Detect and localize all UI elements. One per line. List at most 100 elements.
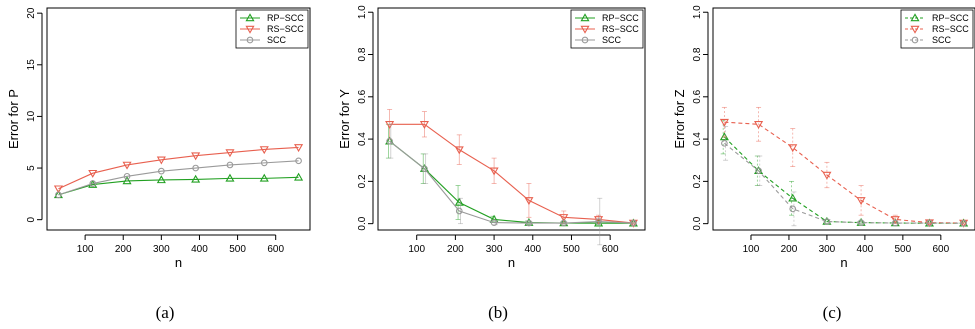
legend-marker (246, 36, 254, 44)
data-point (454, 146, 464, 155)
data-point (225, 149, 235, 158)
data-point (260, 159, 268, 167)
legend-label: RS−SCC (932, 24, 969, 34)
data-point (259, 146, 269, 155)
data-point (559, 214, 569, 223)
legend-label: SCC (267, 35, 287, 45)
data-point (89, 180, 97, 187)
legend-label: RS−SCC (267, 24, 304, 34)
y-tick-label: 20 (26, 7, 37, 19)
series-scc (721, 126, 967, 227)
data-point (890, 216, 900, 225)
series-line (389, 123, 634, 224)
x-tick-label: 500 (229, 244, 246, 255)
series-line (724, 121, 964, 224)
data-point (455, 207, 463, 215)
x-axis: 100 200 300 400 500 600 (408, 234, 619, 255)
series-scc (386, 123, 638, 246)
data-point (857, 219, 865, 226)
data-point (226, 161, 234, 169)
data-point (788, 144, 798, 153)
data-point (421, 165, 428, 173)
x-tick-label: 500 (563, 244, 580, 255)
legend-marker (245, 13, 255, 22)
legend-label: SCC (602, 35, 622, 45)
y-tick-label: 0.6 (692, 89, 703, 103)
y-tick-label: 0.0 (357, 216, 368, 230)
data-point (754, 121, 764, 129)
series-line (724, 142, 964, 224)
chart-panel-2: 100 200 300 400 500 600 0.0 0.2 0.4 0.6 0.8 1.0 n Err… (337, 5, 646, 322)
y-tick-label: 1.0 (357, 5, 368, 19)
y-tick-label: 15 (26, 59, 37, 71)
y-tick-label: 0.2 (357, 174, 368, 188)
data-point (490, 219, 498, 226)
x-tick-label: 400 (524, 244, 541, 255)
y-tick-label: 5 (26, 165, 37, 171)
series-line (58, 160, 299, 196)
x-tick-label: 200 (447, 244, 464, 255)
y-axis: 0 5 10 15 20 (26, 7, 43, 222)
y-tick-label: 0.0 (692, 216, 703, 230)
x-tick-label: 100 (408, 244, 425, 255)
chart-panel-3: 100 200 300 400 500 600 0.0 0.2 0.4 0.6 0.8 1.0 n Err… (672, 5, 975, 322)
x-axis: 100 200 300 400 500 600 (743, 234, 950, 255)
y-tick-label: 0 (26, 216, 37, 222)
data-point (88, 169, 98, 178)
data-point (156, 175, 166, 184)
legend-marker (910, 13, 920, 22)
data-point (789, 205, 797, 213)
x-tick-label: 200 (781, 244, 798, 255)
data-point (594, 218, 604, 227)
x-tick-label: 500 (895, 244, 912, 255)
y-axis-title: Error for Y (337, 89, 352, 149)
x-tick-label: 600 (932, 244, 949, 255)
data-point (721, 139, 728, 147)
x-axis: 100 200 300 400 500 600 (77, 234, 284, 255)
panel-caption: (c) (823, 303, 842, 322)
legend-marker (911, 36, 919, 44)
legend-label: RP−SCC (932, 13, 969, 23)
plot-frame (377, 7, 646, 231)
series-line (389, 140, 634, 224)
x-tick-label: 600 (602, 244, 619, 255)
data-point (53, 185, 63, 194)
data-point (856, 197, 866, 206)
data-point (157, 167, 165, 175)
y-tick-label: 0.8 (357, 47, 368, 61)
y-axis-title: Error for Z (672, 89, 687, 148)
legend-marker (910, 25, 920, 34)
legend-label: RP−SCC (267, 13, 304, 23)
legend-label: SCC (932, 35, 952, 45)
x-tick-label: 400 (857, 244, 874, 255)
data-point (156, 156, 166, 165)
y-axis-title: Error for P (6, 89, 21, 149)
y-tick-label: 0.6 (357, 89, 368, 103)
plot-frame (712, 7, 975, 231)
data-point (385, 121, 395, 129)
data-point (755, 167, 762, 175)
x-tick-label: 300 (153, 244, 170, 255)
legend-marker (581, 36, 589, 44)
legend-label: RS−SCC (602, 24, 639, 34)
x-axis-title: n (508, 255, 515, 270)
data-point (926, 219, 933, 227)
x-axis-title: n (840, 255, 847, 270)
x-axis-title: n (175, 255, 182, 270)
data-point (823, 218, 831, 225)
data-point (122, 176, 132, 185)
x-tick-label: 100 (77, 244, 94, 255)
y-axis: 0.0 0.2 0.4 0.6 0.8 1.0 (692, 5, 709, 231)
data-point (259, 173, 269, 182)
legend-marker (580, 25, 590, 34)
data-point (891, 219, 899, 227)
data-point (419, 121, 429, 129)
x-tick-label: 200 (115, 244, 132, 255)
x-tick-label: 400 (191, 244, 208, 255)
data-point (788, 193, 798, 202)
y-tick-label: 10 (26, 110, 37, 122)
data-point (294, 144, 304, 153)
